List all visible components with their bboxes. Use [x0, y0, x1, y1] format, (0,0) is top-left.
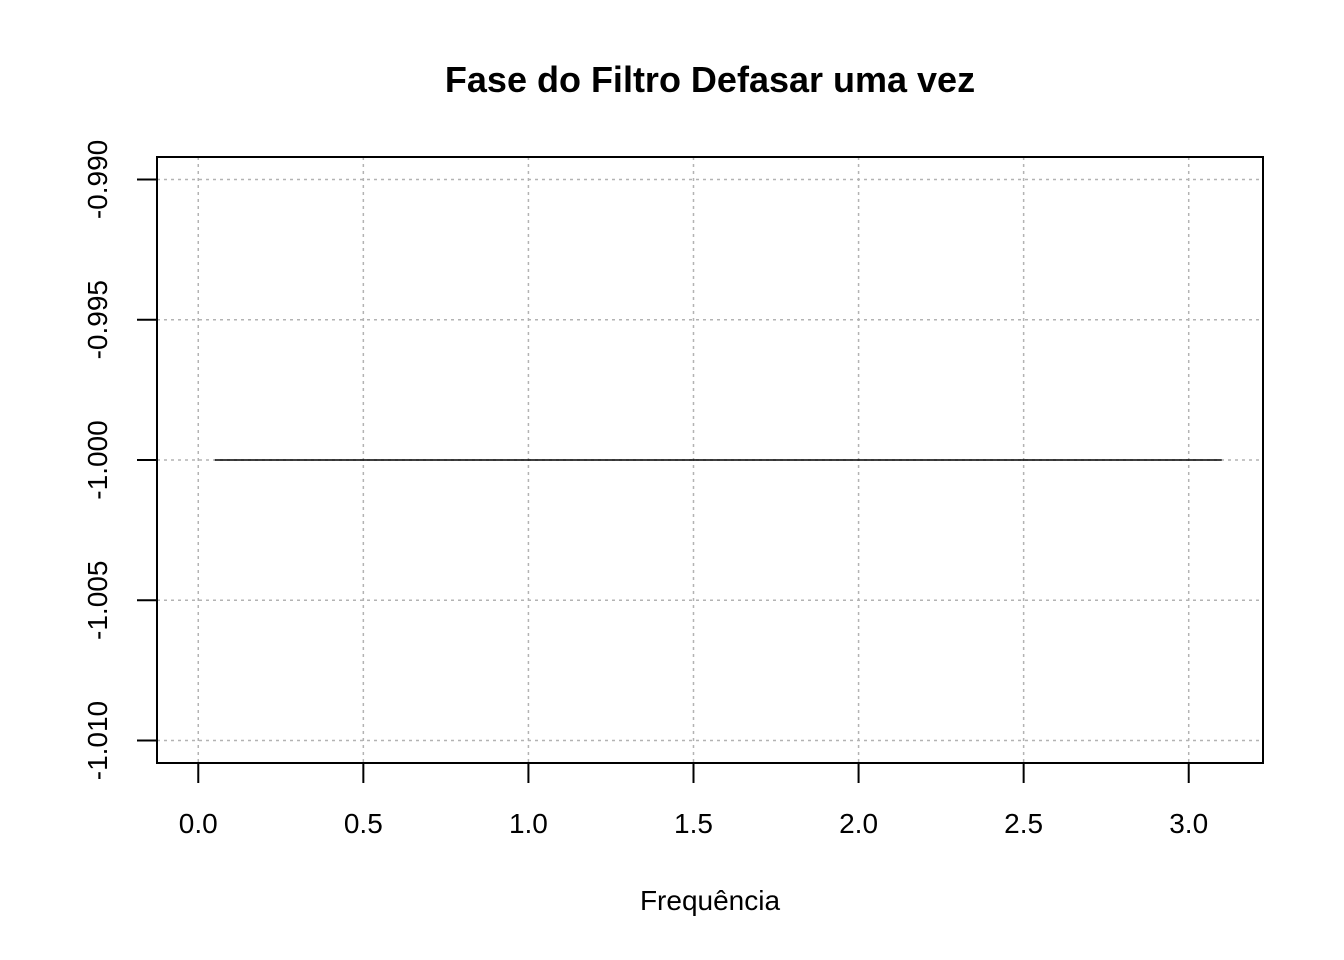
- y-tick-label: -0.995: [82, 280, 113, 359]
- y-tick-label: -1.005: [82, 561, 113, 640]
- y-tick-label: -1.000: [82, 420, 113, 499]
- x-tick-label: 2.5: [1004, 808, 1043, 839]
- y-axis: -1.010 -1.005 -1.000 -0.995 -0.990: [82, 140, 157, 780]
- x-axis-label: Frequência: [640, 885, 781, 916]
- y-tick-label: -0.990: [82, 140, 113, 219]
- chart-title: Fase do Filtro Defasar uma vez: [445, 59, 975, 100]
- x-tick-label: 0.5: [344, 808, 383, 839]
- y-tick-label: -1.010: [82, 701, 113, 780]
- x-tick-label: 3.0: [1169, 808, 1208, 839]
- x-axis: 0.0 0.5 1.0 1.5 2.0 2.5 3.0: [179, 763, 1208, 839]
- x-tick-label: 0.0: [179, 808, 218, 839]
- x-tick-label: 1.5: [674, 808, 713, 839]
- x-tick-label: 2.0: [839, 808, 878, 839]
- x-tick-label: 1.0: [509, 808, 548, 839]
